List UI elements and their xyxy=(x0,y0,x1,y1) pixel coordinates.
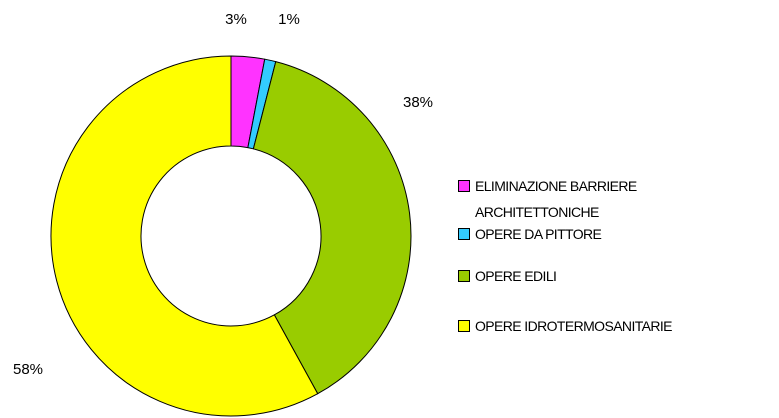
legend-item: OPERE DA PITTORE xyxy=(458,221,725,247)
legend-label: OPERE DA PITTORE xyxy=(475,226,602,242)
legend-swatch xyxy=(458,180,470,192)
legend-swatch xyxy=(458,228,470,240)
data-label: 38% xyxy=(403,94,433,111)
data-label: 58% xyxy=(13,361,43,378)
data-label: 3% xyxy=(225,11,247,28)
legend-label: OPERE EDILI xyxy=(475,268,557,284)
legend-item: ELIMINAZIONE BARRIERE ARCHITETTONICHE xyxy=(458,173,725,225)
legend-swatch xyxy=(458,320,470,332)
data-label: 1% xyxy=(278,11,300,28)
legend-swatch xyxy=(458,270,470,282)
legend-item: OPERE EDILI xyxy=(458,263,725,289)
legend-label: ELIMINAZIONE BARRIERE ARCHITETTONICHE xyxy=(475,178,637,220)
donut-slice xyxy=(252,61,412,395)
donut-slice xyxy=(50,55,319,417)
legend-label: OPERE IDROTERMOSANITARIE xyxy=(475,318,673,334)
legend-item: OPERE IDROTERMOSANITARIE xyxy=(458,313,725,339)
